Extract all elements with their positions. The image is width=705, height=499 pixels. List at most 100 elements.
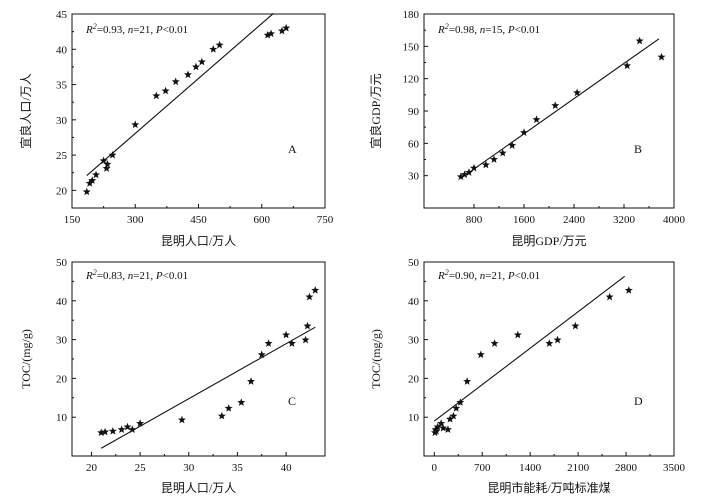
stats-annotation: R2=0.93, n=21, P<0.01 — [85, 22, 188, 37]
data-point-star — [117, 425, 126, 434]
data-point-star — [278, 26, 286, 35]
x-axis-title: 昆明人口/万人 — [161, 481, 236, 495]
data-point-star — [520, 128, 528, 136]
stats-part: n — [480, 24, 486, 36]
stats-part: =21, — [133, 270, 156, 282]
stats-part: =0.90, — [449, 270, 480, 282]
data-point-star — [191, 62, 200, 71]
stats-part: <0.01 — [515, 270, 540, 282]
stats-part: 2 — [445, 268, 449, 277]
data-point-star — [623, 61, 632, 70]
data-point-star — [311, 286, 320, 294]
data-point-star — [103, 160, 112, 168]
data-point-star — [177, 415, 186, 424]
panel-letter: C — [288, 394, 296, 408]
data-point-star — [131, 120, 140, 129]
panel-letter: D — [634, 394, 643, 408]
data-point-star — [82, 187, 91, 196]
data-point-star — [305, 292, 314, 301]
data-point-star — [456, 172, 465, 181]
y-tick-label: 60 — [408, 138, 420, 150]
data-point-star — [432, 426, 441, 435]
y-axis-title: TOC/(mg/g) — [19, 329, 33, 389]
x-tick-label: 1600 — [513, 214, 536, 226]
data-point-star — [257, 350, 266, 359]
data-point-star — [128, 425, 137, 434]
y-tick-label: 10 — [56, 412, 68, 424]
stats-part: =21, — [133, 24, 156, 36]
x-axis-title: 昆明人口/万人 — [161, 234, 236, 248]
data-point-star — [545, 339, 554, 347]
stats-part: R — [85, 270, 93, 282]
x-tick-label: 3500 — [663, 462, 686, 474]
panel-letter: A — [288, 142, 297, 156]
data-point-star — [433, 422, 442, 431]
data-point-star — [463, 377, 472, 385]
x-tick-label: 750 — [317, 214, 334, 226]
y-tick-label: 150 — [403, 41, 420, 53]
panel-d: 0 700 1400 2100 2800 3500 10 20 30 40 50 昆明市能耗/万吨标准… — [369, 257, 686, 495]
y-axis-title: TOC/(mg/g) — [369, 329, 383, 389]
y-tick-label: 40 — [56, 296, 68, 308]
x-tick-label: 300 — [127, 214, 144, 226]
x-tick-label: 450 — [190, 214, 207, 226]
data-point-star — [553, 335, 562, 344]
x-tick-label: 2400 — [563, 214, 586, 226]
stats-part: P — [507, 270, 515, 282]
x-tick-label: 700 — [474, 462, 491, 474]
stats-part: =21, — [485, 270, 508, 282]
data-point-star — [490, 155, 498, 163]
data-point-star — [85, 179, 94, 187]
data-point-star — [136, 419, 145, 427]
stats-part: =0.98, — [449, 24, 480, 36]
data-point-star — [215, 40, 224, 49]
panel-b: 800 1600 2400 3200 4000 30 60 90 120 150 180 昆明GDP/… — [368, 9, 686, 248]
data-point-star — [476, 350, 485, 359]
data-point-star — [490, 339, 499, 347]
x-axis-title: 昆明市能耗/万吨标准煤 — [487, 480, 610, 495]
data-point-star — [282, 330, 291, 339]
data-point-star — [209, 45, 218, 53]
stats-part: P — [155, 24, 163, 36]
data-point-star — [481, 160, 490, 169]
x-tick-label: 2100 — [567, 462, 590, 474]
y-tick-label: 20 — [56, 185, 68, 197]
data-point-star — [573, 88, 582, 97]
data-point-star — [101, 427, 110, 436]
stats-part: <0.01 — [163, 270, 188, 282]
y-axis-title: 宜良GDP/万元 — [368, 73, 383, 148]
stats-part: R — [85, 24, 93, 36]
data-point-star — [108, 150, 117, 159]
data-point-star — [551, 101, 560, 110]
data-point-star — [97, 428, 106, 437]
data-point-star — [108, 426, 117, 435]
stats-part: P — [507, 24, 515, 36]
data-point-star — [452, 404, 461, 412]
x-tick-label: 600 — [254, 214, 271, 226]
x-tick-label: 35 — [232, 462, 244, 474]
data-point-star — [449, 411, 458, 420]
panel-a: 150 300 450 600 750 20 25 30 35 40 45 昆明人口/万人 宜良人口/万… — [18, 9, 334, 248]
data-point-star — [301, 335, 310, 344]
data-point-star — [88, 176, 97, 184]
data-point-star — [439, 423, 448, 432]
data-point-star — [197, 57, 206, 66]
x-tick-label: 4000 — [663, 214, 686, 226]
panel-c: 20 25 30 35 401020304050昆明人口/万人TOC/(mg/g)R2=… — [19, 257, 326, 495]
stats-part: P — [155, 270, 163, 282]
regression-line — [100, 326, 316, 449]
y-tick-label: 20 — [56, 373, 68, 385]
x-tick-label: 40 — [281, 462, 293, 474]
data-point-star — [224, 404, 233, 412]
data-point-star — [282, 23, 291, 32]
stats-annotation: R2=0.83, n=21, P<0.01 — [85, 268, 188, 283]
y-tick-label: 30 — [408, 335, 420, 347]
data-point-star — [532, 115, 541, 124]
plot-frame — [71, 13, 326, 209]
data-point-star — [443, 425, 452, 434]
data-point-star — [508, 141, 517, 149]
y-tick-label: 35 — [56, 80, 68, 92]
y-tick-label: 30 — [56, 115, 68, 127]
x-tick-label: 2800 — [615, 462, 638, 474]
